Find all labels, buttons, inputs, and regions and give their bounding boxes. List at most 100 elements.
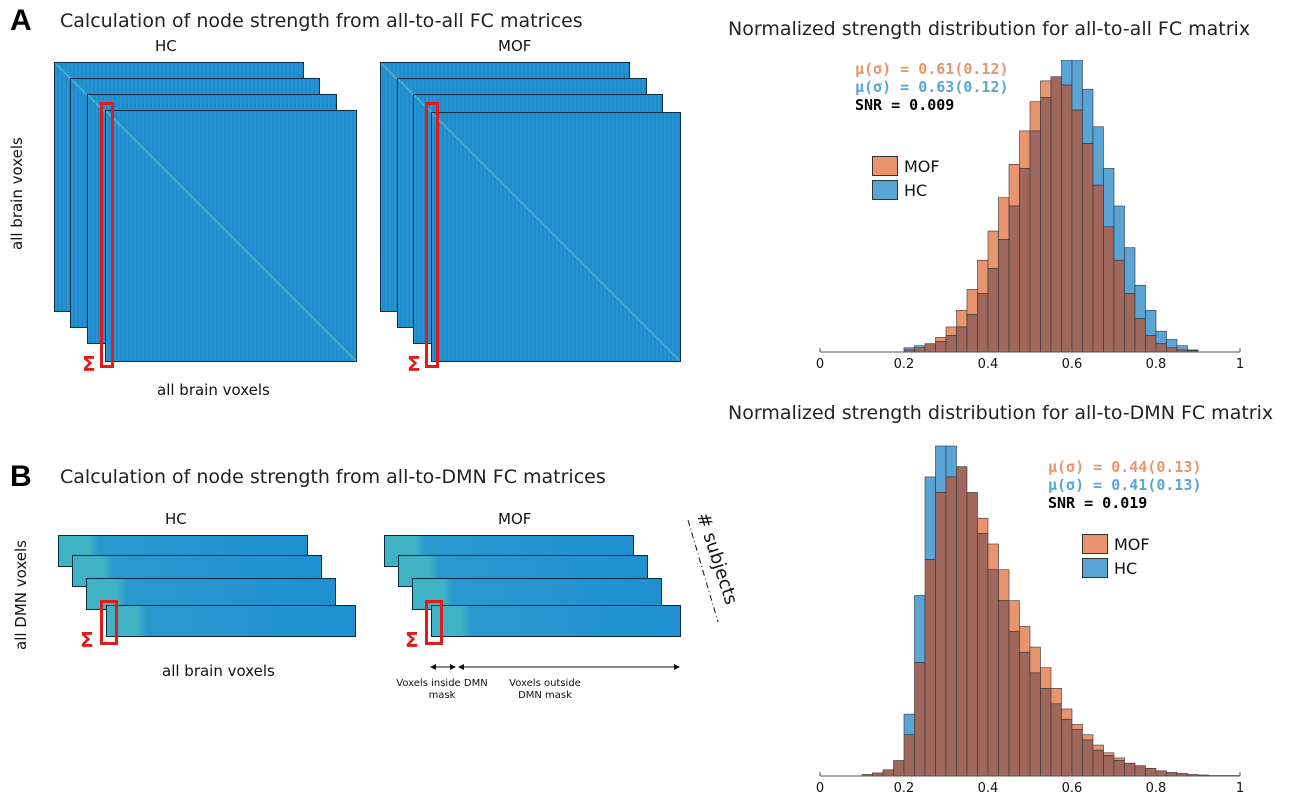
chart1-tick-label-5: 1 [1236,357,1244,372]
chart2-hc-stat: μ(σ) = 0.41(0.13) [1048,476,1202,494]
chart1-tick-label-3: 0.6 [1062,357,1083,372]
chart1-bar-top-22 [1134,284,1146,319]
chart1-tick-label-2: 0.4 [978,357,999,372]
chart2-bar-top-17 [1040,667,1052,689]
chart2-bar-top-8 [945,445,957,478]
chart2-legend-hc-label: HC [1114,558,1138,578]
chart1-bar-overlap-18 [1092,184,1104,353]
chart1-legend-mof-swatch [872,156,898,176]
chart2-bar-overlap-12 [987,569,999,777]
mof-strip-3 [412,578,662,610]
hc-matrix-4 [105,110,357,362]
mof-dmn-highlight [425,600,443,645]
chart1-bar-top-24 [1155,330,1167,344]
chart2-bar-overlap-8 [945,476,957,777]
chart2-mof-stat: μ(σ) = 0.44(0.13) [1048,458,1202,476]
panel-b-x-label: all brain voxels [162,662,275,680]
chart1-bar-top-23 [1145,309,1157,336]
voxels-outside-label: Voxels outside DMN mask [509,678,581,701]
chart2-bar-top-12 [987,543,999,571]
chart2-bar-overlap-11 [977,533,989,777]
chart2-tick-label-0: 0 [816,781,824,792]
panel-a-x-label: all brain voxels [157,381,270,399]
chart1-bar-top-11 [1019,130,1031,169]
chart2-bar-top-6 [924,476,936,560]
chart1-histogram: 0 0.2 0.4 0.6 0.8 1 [816,60,1244,372]
voxels-inside-label: Voxels inside DMN mask [396,678,488,701]
chart1-bar-top-4 [945,326,957,336]
chart2-bar-top-22 [1092,744,1104,751]
panel-a-title: Calculation of node strength from all-to… [60,10,583,32]
chart1-bar-top-9 [998,197,1010,240]
mof-strip-4 [431,605,681,637]
chart2-tick-label-5: 1 [1236,781,1244,792]
chart1-title: Normalized strength distribution for all… [728,18,1251,40]
chart2-bar-overlap-15 [1019,651,1031,777]
chart1-bar-top-17 [1082,88,1094,144]
chart2-legend-hc: HC [1082,558,1137,578]
chart1-bar-overlap-19 [1103,226,1115,353]
chart2-bar-overlap-9 [956,466,968,777]
chart2-title: Normalized strength distribution for all… [728,402,1274,424]
chart1-bar-overlap-8 [987,268,999,353]
chart2-bar-overlap-13 [998,600,1010,777]
chart1-bar-top-7 [977,259,989,294]
chart2-bar-overlap-4 [903,734,915,777]
chart1-bar-top-10 [1008,163,1020,207]
hc-strip-4 [106,605,356,637]
chart1-bar-top-6 [966,289,978,315]
chart1-mof-stat: μ(σ) = 0.61(0.12) [855,60,1009,78]
mof-dmn-sigma: Σ [405,628,419,652]
mof-matrix-4 [431,112,681,362]
chart1-bar-overlap-23 [1145,335,1157,353]
chart1-bar-overlap-21 [1124,293,1136,353]
chart2-bar-top-13 [998,569,1010,601]
chart1-bar-overlap-16 [1071,109,1083,353]
chart2-bar-overlap-19 [1061,718,1073,777]
chart2-snr-stat: SNR = 0.019 [1048,494,1148,512]
chart2-tick-label-2: 0.4 [978,781,999,792]
chart2-bar-top-11 [977,517,989,534]
chart2-bar-overlap-14 [1008,631,1020,777]
chart2-tick-label-4: 0.8 [1146,781,1167,792]
chart1-bar-overlap-15 [1061,84,1073,353]
chart1-legend-mof-label: MOF [904,156,940,176]
chart2-bar-overlap-28 [1155,770,1167,777]
chart1-bar-top-12 [1029,101,1041,132]
chart1-legend-hc-swatch [872,180,898,200]
chart1-bar-top-1 [914,345,926,349]
chart1-bar-overlap-5 [956,326,968,353]
panel-a-y-label: all brain voxels [8,137,26,250]
chart2-bar-top-23 [1103,752,1115,756]
chart2-bar-top-16 [1029,646,1041,674]
chart2-legend-mof: MOF [1082,534,1150,554]
chart2-bar-overlap-3 [893,760,905,777]
chart2-bar-overlap-21 [1082,739,1094,777]
chart2-bar-top-14 [1008,600,1020,632]
chart2-bar-overlap-7 [935,492,947,777]
chart1-tick-label-4: 0.8 [1146,357,1167,372]
chart2-bar-top-15 [1019,626,1031,653]
chart2-bar-top-24 [1113,757,1125,761]
chart1-legend-mof: MOF [872,156,940,176]
chart1-bar-top-21 [1124,247,1136,294]
chart2-histogram: 0 0.2 0.4 0.6 0.8 1 [816,445,1244,792]
chart2-bar-overlap-2 [882,769,894,777]
chart2-legend-mof-label: MOF [1114,534,1150,554]
chart1-bar-top-3 [935,337,947,342]
chart1-bar-overlap-24 [1155,343,1167,353]
chart1-bar-top-0 [903,347,915,351]
chart1-legend-hc: HC [872,180,927,200]
chart1-bar-top-18 [1092,126,1104,186]
chart1-bar-overlap-25 [1166,347,1178,353]
chart1-bar-top-13 [1040,80,1052,98]
chart1-snr-stat: SNR = 0.009 [855,96,955,114]
chart2-legend-mof-swatch [1082,534,1108,554]
chart2-bar-overlap-5 [914,662,926,777]
chart2-bar-top-21 [1082,734,1094,741]
chart2-bar-overlap-17 [1040,688,1052,777]
voxel-region-arrows [430,664,680,670]
chart1-bar-overlap-1 [914,347,926,353]
chart2-bar-overlap-6 [924,559,936,777]
hc-column-highlight [100,102,114,368]
